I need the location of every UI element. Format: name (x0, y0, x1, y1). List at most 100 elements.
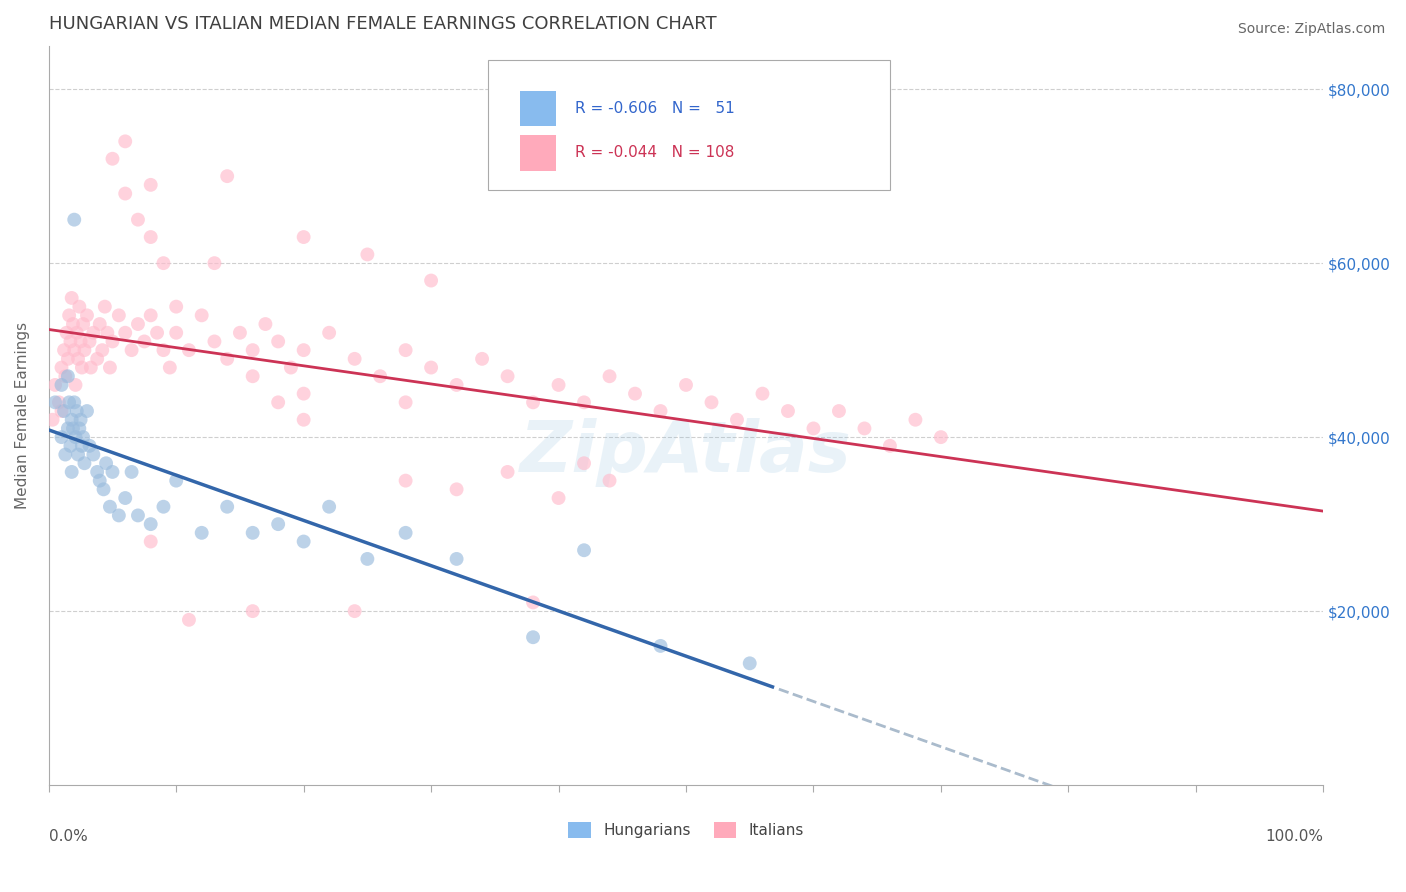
Point (59, 439, 82, 453)
Point (394, 474, 416, 488)
Point (82, 448, 104, 462)
Point (72, 430, 94, 444)
Point (572, 543, 595, 558)
FancyBboxPatch shape (520, 136, 555, 170)
Point (738, 657, 761, 671)
Point (139, 309, 162, 323)
Point (624, 386, 647, 401)
Point (700, 395, 723, 409)
Point (204, 334, 226, 349)
Point (572, 395, 595, 409)
Point (165, 300, 187, 314)
Point (159, 360, 181, 375)
FancyBboxPatch shape (488, 61, 890, 190)
Text: ZipAtlas: ZipAtlas (520, 417, 852, 487)
Point (48, 395, 70, 409)
Point (879, 439, 901, 453)
Point (242, 369, 264, 384)
Point (79, 334, 101, 349)
Point (67, 300, 90, 314)
Point (356, 247, 378, 261)
Point (67, 351, 90, 366)
Point (70, 360, 93, 375)
Point (114, 186, 136, 201)
Point (93, 483, 115, 497)
Point (127, 508, 149, 523)
Point (127, 317, 149, 331)
Point (292, 386, 315, 401)
Point (572, 456, 595, 470)
Point (152, 256, 174, 270)
Point (53, 404, 76, 418)
Point (60, 413, 83, 427)
Point (86, 351, 108, 366)
Point (69, 334, 91, 349)
Point (67, 421, 90, 435)
Point (675, 378, 697, 392)
Point (51, 404, 73, 418)
Point (292, 413, 315, 427)
Point (56, 369, 79, 384)
Point (55, 326, 77, 340)
Point (59, 334, 82, 349)
Point (80, 360, 103, 375)
Point (522, 395, 544, 409)
Point (89, 474, 111, 488)
Point (51, 430, 73, 444)
Point (82, 326, 104, 340)
Point (776, 404, 799, 418)
Point (66, 404, 89, 418)
Point (139, 534, 162, 549)
Point (394, 395, 416, 409)
Point (547, 491, 569, 505)
Point (121, 343, 143, 358)
Point (343, 351, 366, 366)
Point (94, 456, 117, 470)
Point (51, 378, 73, 392)
Point (127, 212, 149, 227)
Point (72, 317, 94, 331)
Point (204, 256, 226, 270)
Point (56, 351, 79, 366)
Point (190, 525, 212, 540)
Point (76, 309, 98, 323)
Point (114, 326, 136, 340)
Point (98, 360, 121, 375)
Legend: Hungarians, Italians: Hungarians, Italians (562, 816, 810, 844)
Point (496, 465, 519, 479)
Y-axis label: Median Female Earnings: Median Female Earnings (15, 322, 30, 509)
Point (79, 439, 101, 453)
Point (267, 395, 290, 409)
Text: HUNGARIAN VS ITALIAN MEDIAN FEMALE EARNINGS CORRELATION CHART: HUNGARIAN VS ITALIAN MEDIAN FEMALE EARNI… (49, 15, 717, 33)
Point (114, 491, 136, 505)
Point (177, 343, 200, 358)
Point (318, 326, 340, 340)
Point (89, 317, 111, 331)
Point (803, 421, 825, 435)
Point (56, 421, 79, 435)
Point (650, 639, 672, 653)
Point (318, 500, 340, 514)
Point (94, 300, 117, 314)
Point (165, 326, 187, 340)
FancyBboxPatch shape (520, 91, 555, 127)
Point (292, 230, 315, 244)
Point (547, 378, 569, 392)
Point (496, 369, 519, 384)
Point (177, 613, 200, 627)
Point (522, 630, 544, 644)
Point (599, 369, 621, 384)
Point (62, 421, 84, 435)
Point (63, 212, 86, 227)
Point (69, 413, 91, 427)
Point (368, 369, 391, 384)
Point (58, 395, 80, 409)
Point (101, 152, 124, 166)
Point (650, 404, 672, 418)
Point (73, 456, 96, 470)
Point (751, 386, 773, 401)
Point (86, 465, 108, 479)
Point (152, 343, 174, 358)
Point (44, 395, 66, 409)
Point (242, 604, 264, 618)
